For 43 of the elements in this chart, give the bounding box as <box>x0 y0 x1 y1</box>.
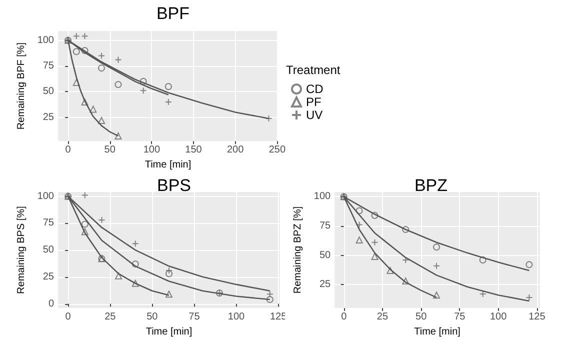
x-tick-label: 150 <box>185 144 202 156</box>
x-tick-label: 50 <box>146 312 158 323</box>
x-tick-label: 125 <box>528 312 546 322</box>
y-tick-label: 75 <box>42 218 54 229</box>
y-axis-title: Remaining BPS [%] <box>16 206 27 294</box>
x-tick-label: 75 <box>188 312 200 323</box>
legend-title: Treatment <box>286 63 341 77</box>
x-tick-label: 50 <box>104 144 116 156</box>
y-axis-title: Remaining BPZ [%] <box>292 206 304 294</box>
y-tick-label: 25 <box>42 271 54 282</box>
y-tick-label: 25 <box>319 279 332 290</box>
x-tick-label: 200 <box>226 144 244 156</box>
x-tick-label: 25 <box>104 312 116 323</box>
y-tick-label: 0 <box>48 298 54 310</box>
x-tick-label: 100 <box>143 144 160 156</box>
x-tick-label: 0 <box>65 312 72 323</box>
x-tick-label: 250 <box>268 144 286 156</box>
legend-label: PF <box>306 95 322 109</box>
x-tick-label: 75 <box>454 312 466 322</box>
y-tick-label: 50 <box>319 250 332 261</box>
chart-title: BPF <box>156 4 190 23</box>
x-axis-title: Time [min] <box>144 160 192 170</box>
x-tick-label: 0 <box>65 144 72 156</box>
x-tick-label: 100 <box>228 312 246 323</box>
chart-title: BPZ <box>414 176 448 195</box>
y-tick-label: 100 <box>37 34 54 46</box>
y-tick-label: 50 <box>42 244 54 256</box>
chart-title: BPS <box>156 176 192 195</box>
y-axis-title: Remaining BPF [%] <box>16 42 27 130</box>
x-tick-label: 0 <box>341 312 348 322</box>
legend-label: UV <box>306 108 323 122</box>
y-tick-label: 75 <box>319 220 332 232</box>
y-tick-label: 50 <box>42 86 54 98</box>
y-tick-label: 75 <box>42 60 54 72</box>
y-tick-label: 25 <box>42 112 54 123</box>
x-tick-label: 100 <box>490 312 508 322</box>
y-tick-label: 100 <box>314 191 332 202</box>
legend-label: CD <box>306 82 324 96</box>
x-axis-title: Time [min] <box>146 326 192 338</box>
x-tick-label: 50 <box>416 312 428 322</box>
y-tick-label: 100 <box>37 190 54 202</box>
x-tick-label: 25 <box>376 312 388 322</box>
x-axis-title: Time [min] <box>414 326 461 338</box>
